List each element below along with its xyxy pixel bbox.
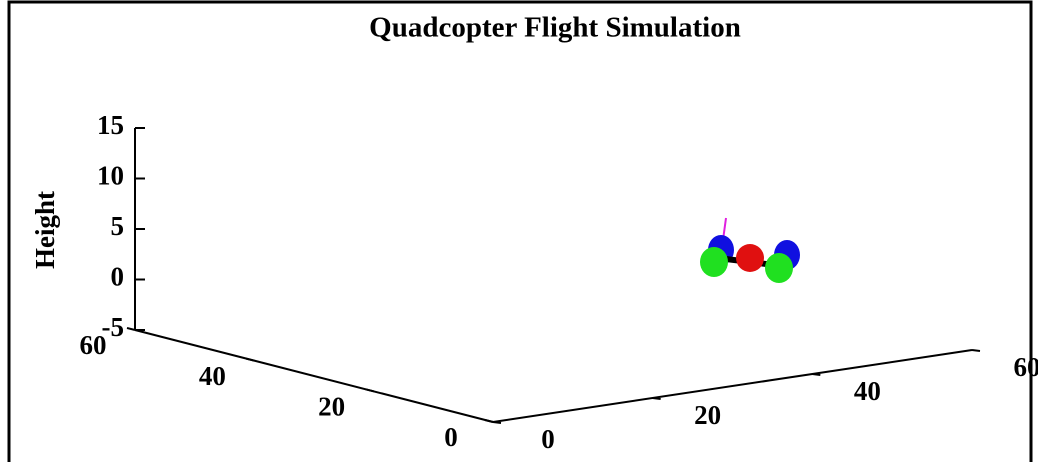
- y-axis: [134, 329, 494, 423]
- x-tick: [492, 421, 502, 424]
- x-axis: [492, 349, 973, 423]
- x-tick: [812, 373, 821, 376]
- y-tick: [484, 419, 494, 423]
- z-tick-label: -5: [102, 312, 125, 342]
- z-tick-label: 0: [111, 262, 125, 292]
- y-tick-label: 60: [80, 330, 107, 360]
- y-tick-label: 40: [199, 361, 226, 391]
- x-tick-label: 20: [694, 400, 721, 430]
- body: [736, 244, 764, 272]
- chart-title: Quadcopter Flight Simulation: [369, 12, 741, 44]
- quadcopter: [700, 217, 800, 283]
- x-tick: [652, 397, 661, 400]
- y-tick: [365, 388, 374, 393]
- rotor: [700, 247, 728, 277]
- y-tick: [246, 357, 255, 362]
- x-tick-label: 40: [854, 376, 881, 406]
- y-tick: [126, 327, 136, 331]
- y-tick-label: 20: [318, 392, 345, 422]
- rotor: [765, 253, 793, 283]
- frame: [7, 0, 1033, 462]
- x-tick-label: 60: [1014, 352, 1038, 382]
- x-tick: [971, 349, 981, 352]
- x-tick-label: 0: [541, 424, 555, 454]
- z-axis-label: Height: [30, 191, 60, 269]
- z-tick-label: 15: [97, 110, 124, 140]
- y-tick-label: 0: [444, 422, 458, 452]
- z-tick-label: 5: [111, 211, 125, 241]
- z-tick-label: 10: [97, 161, 124, 191]
